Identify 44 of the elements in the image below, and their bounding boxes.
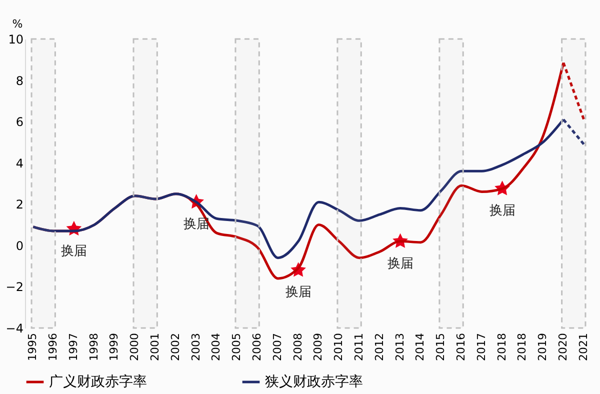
x-tick-label: 2010 [332,333,346,361]
annotation: 换届 [183,217,210,232]
x-tick-label: 2019 [536,333,550,361]
y-tick-label: 8 [16,74,24,88]
y-axis-title: % [12,18,23,30]
x-tick-label: 1999 [108,333,121,361]
x-tick-label: 2018 [516,333,529,361]
x-tick-label: 2009 [312,333,325,361]
x-tick-label: 2013 [393,333,406,361]
x-tick-label: 1996 [46,333,60,361]
y-tick-label: −4 [6,322,24,336]
x-tick-label: 2000 [128,333,142,361]
x-tick-label: 2015 [434,333,448,361]
x-tick-label: 2018 [495,333,508,361]
y-tick-label: 0 [16,238,24,253]
annotation: 换届 [489,204,516,219]
x-tick-label: 2003 [189,333,202,361]
x-tick-label: 2006 [250,333,264,361]
x-tick-label: 2017 [474,333,488,361]
x-tick-label: 1995 [26,333,40,361]
legend-label: 广义财政赤字率 [49,374,147,390]
x-tick-label: 2005 [230,333,244,361]
x-tick-label: 2021 [576,333,590,361]
y-tick-label: 4 [16,156,24,170]
x-tick-label: 2012 [372,333,386,361]
x-tick-label: 2001 [148,333,162,361]
y-tick-label: 10 [8,32,24,46]
annotation: 换届 [387,256,414,272]
legend-label: 狭义财政赤字率 [265,374,363,390]
x-tick-label: 1998 [87,333,100,361]
x-tick-label: 2007 [270,333,284,361]
annotation: 换届 [285,285,312,300]
x-tick-label: 1997 [66,333,80,361]
annotation: 换届 [60,244,87,259]
x-tick-label: 2002 [168,333,182,361]
y-tick-label: −2 [6,280,24,294]
y-tick-label: 6 [16,115,24,130]
x-tick-label: 2011 [352,333,366,361]
x-tick-label: 2020 [556,333,570,361]
y-tick-label: 2 [16,198,24,212]
x-tick-label: 2016 [454,333,468,361]
x-tick-label: 2014 [414,333,427,361]
x-tick-label: 2004 [210,333,223,361]
x-tick-label: 2008 [291,333,304,361]
